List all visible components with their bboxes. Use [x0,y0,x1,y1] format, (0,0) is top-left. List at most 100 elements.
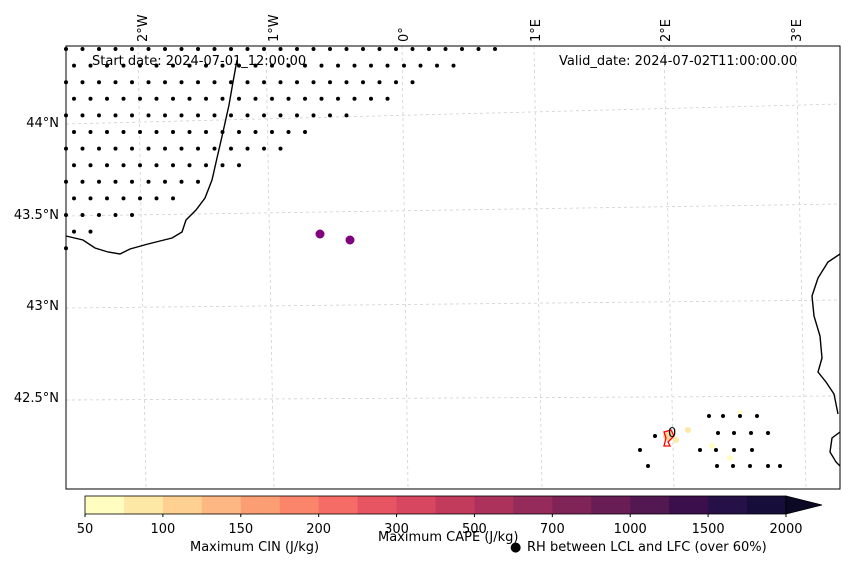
rh-dot [72,130,76,134]
rh-dot [493,47,497,51]
rh-dot [220,163,225,168]
rh-dot [179,146,184,151]
rh-dot [146,146,151,151]
rh-dot [113,80,118,85]
cin-contour [663,429,675,447]
rh-dot [229,47,233,51]
rh-dot [97,146,101,151]
rh-dot [638,448,642,452]
rh-dot [352,96,357,101]
rh-dot [72,163,76,168]
purple-point [345,235,355,245]
colorbar-cell [240,496,281,514]
lat-labels: 44°N 43.5°N 43°N 42.5°N [14,116,59,406]
meridian-1w [265,45,275,490]
rh-dot [270,63,274,68]
rh-dot [146,179,151,184]
colorbar-cell [162,496,203,514]
rh-dot [204,63,208,68]
rh-dot [72,63,76,68]
rh-dot [138,96,142,101]
rh-dot [278,113,283,118]
rh-dot-layer [64,47,782,468]
rh-dot [237,96,241,101]
rh-dot [328,47,332,51]
rh-dot [154,96,159,101]
rh-dot [237,63,241,68]
lon-label: 1°W [267,14,282,42]
cape-blob [673,437,679,443]
rh-dot [154,63,159,68]
rh-dot [80,47,85,51]
lat-label: 44°N [26,116,59,131]
rh-dot [435,63,439,68]
rh-dot [460,47,464,51]
rh-dot [171,63,175,68]
rh-dot [245,47,250,51]
rh-dot [303,63,307,68]
coastline-cap [829,431,841,467]
colorbar-tick-label: 100 [150,522,175,537]
lon-label: 0° [397,27,412,42]
rh-dot [80,179,85,184]
rh-dot [121,130,126,134]
rh-dot [653,434,657,438]
rh-dot [97,80,101,85]
rh-dot [245,146,250,151]
cape-patch: 0 [663,410,742,461]
rh-dot [229,80,233,85]
rh-dot [80,80,85,85]
rh-dot [196,146,200,151]
rh-dot [130,179,134,184]
rh-dot [97,179,101,184]
meridian-1e [533,45,543,490]
map-panel: 0 Start date: 2024-07-01_12:00:00 Valid_… [64,45,841,490]
colorbar-cell [552,496,592,514]
rh-dot [278,146,283,151]
lon-label: 2°E [659,19,674,42]
rh-dot [121,63,126,68]
rh-dot [80,113,85,118]
colorbar-cell [513,496,553,514]
lon-label: 3°E [790,19,805,42]
rh-dot [220,130,225,134]
rh-dot [179,80,184,85]
rh-dot [278,80,283,85]
rh-dot [130,113,134,118]
rh-dot [212,113,217,118]
rh-dot [80,213,85,217]
colorbar-cell [630,496,670,514]
rh-dot [88,130,93,134]
rh-dot [171,163,175,168]
colorbar-cell [747,496,787,514]
colorbar-tick-label: 200 [306,522,331,537]
rh-dot [262,47,266,51]
cape-blob [727,455,733,461]
rh-dot [196,179,200,184]
rh-dot [731,464,735,468]
rh-dot [187,96,192,101]
rh-dot [138,196,142,201]
meridian-2w [137,45,147,490]
colorbar-cell [435,496,475,514]
rh-dot [766,431,770,435]
rh-dot [778,464,782,468]
rh-dot [88,229,93,234]
rh-dot [344,47,349,51]
rh-dot [715,464,719,468]
rh-dot [146,47,151,51]
cin-contour-label: 0 [668,426,676,441]
rh-dot [427,47,431,51]
rh-dot [262,146,266,151]
rh-dot [286,130,291,134]
rh-dot [245,80,250,85]
rh-dot [766,464,770,468]
rh-dot [721,414,725,418]
purple-points [315,229,355,245]
rh-dot [410,80,415,85]
rh-dot [402,63,406,68]
rh-dot [138,163,142,168]
colorbar-cell [396,496,436,514]
rh-dot [97,213,101,217]
rh-dot [163,113,167,118]
